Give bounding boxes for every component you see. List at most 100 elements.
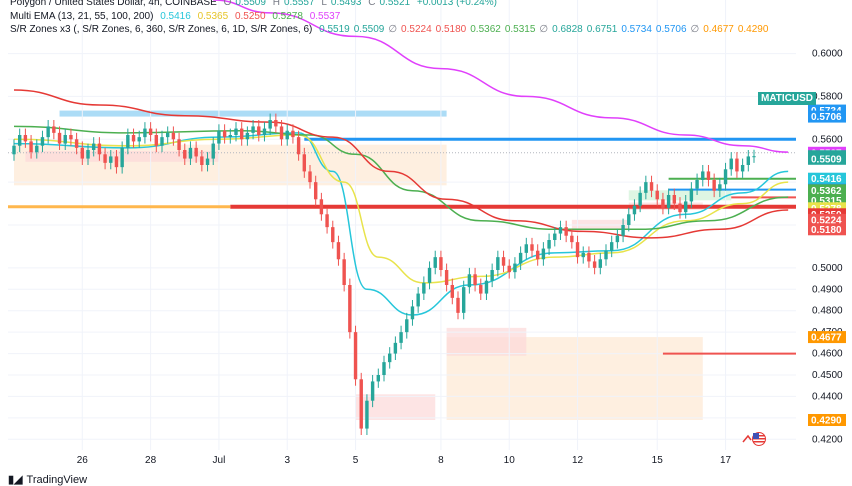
candle <box>336 235 341 266</box>
candle <box>239 122 244 146</box>
symbol-title: Polygon / United States Dollar, 4h, COIN… <box>10 0 217 8</box>
candle <box>319 192 324 221</box>
candle <box>268 113 272 135</box>
y-tick-label: 0.4800 <box>812 306 843 317</box>
candle-body <box>109 156 113 163</box>
candle-body <box>370 381 375 401</box>
candle <box>405 312 409 339</box>
candle-body <box>558 227 563 234</box>
candle-body <box>405 319 409 333</box>
candle <box>40 130 45 153</box>
candle <box>245 126 250 146</box>
candle-body <box>35 145 39 153</box>
candle <box>331 220 335 249</box>
candle-body <box>644 182 648 193</box>
ema55-value: 0.5250 <box>234 11 266 22</box>
candle <box>262 122 267 142</box>
candle <box>581 246 585 264</box>
candle <box>57 126 62 150</box>
price-label-text: 0.5509 <box>811 154 842 165</box>
candle-body <box>365 400 369 429</box>
price-label: 0.5224 <box>808 213 846 226</box>
candle <box>353 325 358 386</box>
close-label: C <box>368 0 376 8</box>
price-label-text: 0.5224 <box>811 215 842 226</box>
candle-body <box>387 353 392 363</box>
candle <box>433 250 437 275</box>
price-label: 0.5362 <box>808 184 846 197</box>
candle-body <box>729 158 733 170</box>
candle-body <box>239 128 244 140</box>
sr-value-3: 0.5224 <box>401 24 432 35</box>
y-tick-label: 0.4200 <box>812 434 843 445</box>
x-tick-label: 17 <box>720 455 732 466</box>
ema-title: Multi EMA (13, 21, 55, 100, 200) <box>10 11 154 22</box>
price-label-text: 0.5706 <box>811 112 842 123</box>
candles <box>12 113 756 435</box>
candle <box>359 372 363 435</box>
price-label-bg <box>808 414 846 426</box>
candle <box>695 173 699 195</box>
price-label-bg <box>808 152 846 165</box>
candle-body <box>46 126 50 138</box>
sr-value-1: 0.5509 <box>353 24 385 35</box>
sr-value-4: 0.5180 <box>435 24 467 35</box>
price-label-bg <box>808 223 846 236</box>
x-tick-label: 15 <box>652 455 664 466</box>
candle <box>302 147 307 178</box>
candle-body <box>461 287 466 313</box>
candle <box>370 375 375 408</box>
candle-body <box>52 126 56 133</box>
candle <box>109 150 113 170</box>
candle <box>615 229 620 249</box>
candle-body <box>382 362 386 375</box>
candle <box>211 137 215 165</box>
sr-value-2: ∅ <box>388 24 398 35</box>
candle <box>126 128 130 155</box>
candle-body <box>575 242 580 258</box>
candle-body <box>444 270 449 285</box>
candle <box>234 122 238 142</box>
candle-body <box>718 184 722 191</box>
candle-body <box>222 130 227 138</box>
candle <box>23 128 28 148</box>
candle-body <box>683 201 688 213</box>
candle <box>410 300 415 326</box>
candle-body <box>649 182 654 191</box>
price-label-text: 0.4677 <box>811 333 842 344</box>
candle <box>137 130 141 148</box>
candle <box>177 132 181 157</box>
candle-body <box>183 150 187 159</box>
candle <box>313 175 318 206</box>
candle <box>257 120 261 142</box>
candle-body <box>29 141 33 153</box>
y-tick-label: 0.4400 <box>812 391 843 402</box>
tradingview-logo[interactable]: ▮◢ TradingView <box>8 473 87 486</box>
x-tick-label: 10 <box>504 455 516 466</box>
candle <box>296 130 301 161</box>
sr-title: S/R Zones x3 (, S/R Zones, 6, 360, S/R Z… <box>10 24 313 35</box>
candle-body <box>439 257 443 270</box>
candle-body <box>496 257 500 270</box>
x-tick-label: 26 <box>77 455 89 466</box>
candle <box>17 128 22 153</box>
candle-body <box>433 257 437 268</box>
legend-ema-row[interactable]: Multi EMA (13, 21, 55, 100, 200) 0.5416 … <box>10 11 344 22</box>
candle-body <box>188 147 193 159</box>
candle <box>729 152 733 176</box>
ema13-value: 0.5416 <box>160 11 191 22</box>
candle-body <box>131 135 136 142</box>
candle <box>547 233 551 255</box>
candle-body <box>581 252 585 258</box>
candle <box>718 177 722 198</box>
ema-100-line <box>13 89 789 239</box>
candle <box>205 152 210 172</box>
candle <box>399 325 403 350</box>
candle <box>496 250 500 277</box>
candle-body <box>752 156 756 158</box>
candle <box>712 173 716 198</box>
candle-body <box>160 137 164 146</box>
candle <box>553 227 557 247</box>
legend-sr-row[interactable]: S/R Zones x3 (, S/R Zones, 6, 360, S/R Z… <box>10 24 772 35</box>
